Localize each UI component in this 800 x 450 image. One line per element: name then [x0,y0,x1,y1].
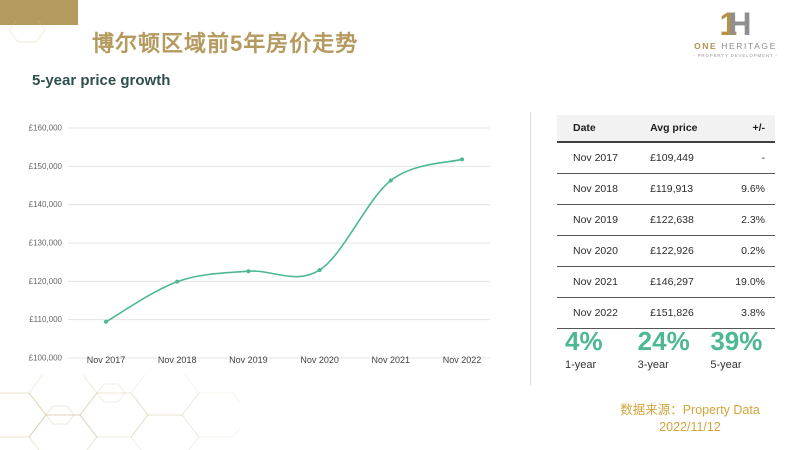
growth-stats: 4% 1-year 24% 3-year 39% 5-year [557,327,775,371]
x-axis-tick-label: Nov 2022 [443,355,482,365]
x-axis-tick-label: Nov 2017 [87,355,126,365]
table-row: Nov 2019 £122,638 2.3% [557,204,775,236]
y-axis-tick-label: £160,000 [29,124,63,133]
table-cell: £122,638 [642,204,720,236]
table-cell: - [719,142,775,174]
logo-monogram-one: 1 [719,6,738,42]
x-axis-tick-label: Nov 2018 [158,355,197,365]
table-cell: £151,826 [642,297,720,329]
table-row: Nov 2017 £109,449- [557,142,775,174]
table-cell: 9.6% [719,173,775,205]
data-source-date: 2022/11/12 [659,419,721,434]
logo-monogram: 1H [678,8,793,40]
y-axis-tick-label: £110,000 [29,315,62,324]
table-cell: £122,926 [642,235,720,267]
data-point-marker [317,268,322,273]
table-row: Nov 2020 £122,926 0.2% [557,235,775,267]
table-cell: £109,449 [642,142,720,174]
stat-label: 3-year [637,358,669,371]
x-axis-tick-label: Nov 2021 [372,355,411,365]
table-cell: £146,297 [642,266,720,298]
stat-label: 1-year [565,358,597,371]
data-point-marker [460,157,464,162]
stat-value: 24% [637,326,690,356]
price-table-head: Date Avg price +/- [557,115,775,143]
logo-name-one: ONE [694,41,718,51]
y-axis-tick-label: £100,000 [29,354,63,363]
table-column-header: Date [557,115,643,143]
hexagon-pattern-corner-decoration [0,20,46,65]
table-cell: Nov 2022 [557,297,643,329]
logo-name: ONE HERITAGE [678,42,793,51]
stat-3-year: 24% 3-year [630,327,703,371]
table-cell: 2.3% [719,204,775,236]
logo-name-heritage: HERITAGE [721,41,777,51]
logo-tagline: - PROPERTY DEVELOPMENT - [693,52,778,58]
stat-value: 39% [710,326,763,356]
y-axis-tick-label: £140,000 [29,200,63,209]
table-row: Nov 2022 £151,826 3.8% [557,297,775,329]
table-cell: Nov 2019 [557,204,643,236]
stat-label: 5-year [710,358,742,371]
table-cell: Nov 2021 [557,266,643,298]
table-cell: 0.2% [719,235,775,267]
data-point-marker [175,279,180,284]
table-header-row: Date Avg price +/- [557,115,775,143]
price-growth-line-chart: £100,000 £110,000 £120,000 £130,000 £140,000… [29,124,490,365]
table-column-header: +/- [719,115,775,143]
price-line-series [105,158,463,323]
logo-monogram-h: H [728,6,752,42]
table-cell: Nov 2017 [557,142,643,174]
data-source-footer: 数据来源：Property Data 2022/11/12 [580,402,800,436]
stat-value: 4% [565,326,603,356]
slide-title: 博尔顿区域前5年房价走势 [92,31,359,56]
data-point-marker [246,269,251,274]
table-cell: 3.8% [719,297,775,329]
chart-title: 5-year price growth [32,72,171,89]
stat-1-year: 4% 1-year [557,327,630,371]
y-axis-tick-label: £150,000 [29,162,63,171]
data-point-marker [388,178,393,183]
price-table-body: Nov 2017 £109,449- Nov 2018 £119,913 9.6% Nov… [557,142,775,329]
data-source-text: 数据来源：Property Data [620,403,760,417]
table-row: Nov 2018 £119,913 9.6% [557,173,775,205]
table-cell: 19.0% [719,266,775,298]
x-axis-tick-label: Nov 2020 [300,355,339,365]
vertical-divider [530,112,531,385]
table-row: Nov 2021 £146,297 19.0% [557,266,775,298]
table-cell: £119,913 [642,173,720,205]
x-axis-tick-label: Nov 2019 [229,355,268,365]
data-point-marker [104,319,108,324]
hexagon-pattern-decoration [0,375,240,450]
y-axis-tick-label: £120,000 [29,277,63,286]
table-column-header: Avg price [642,115,720,143]
price-table: Date Avg price +/- Nov 2017 £109,449- Nov 20… [557,115,775,329]
company-logo: 1H ONE HERITAGE - PROPERTY DEVELOPMENT - [678,8,793,58]
table-cell: Nov 2018 [557,173,643,205]
title-accent-bar [0,0,78,25]
y-axis-tick-label: £130,000 [29,239,63,248]
stat-5-year: 39% 5-year [702,327,775,371]
table-cell: Nov 2020 [557,235,643,267]
